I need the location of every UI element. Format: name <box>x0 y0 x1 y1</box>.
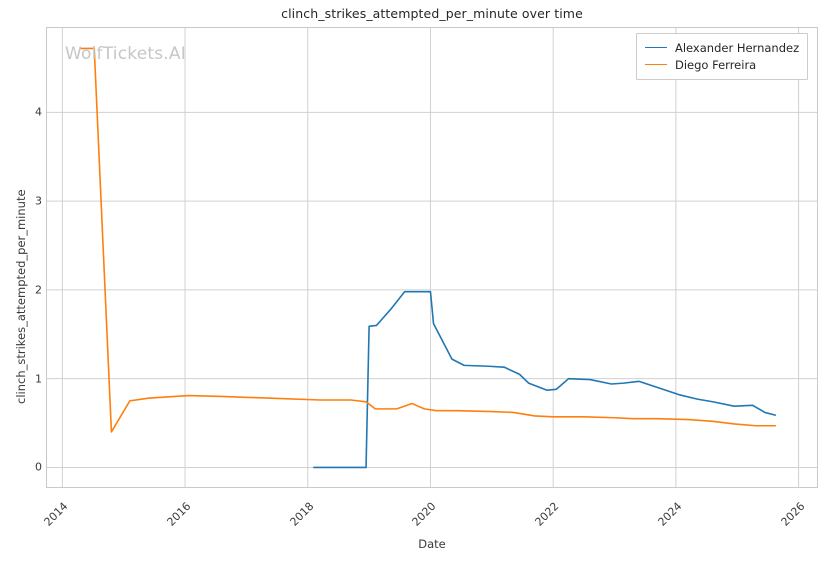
legend-swatch-alexander-hernandez <box>645 47 667 48</box>
legend-item[interactable]: Diego Ferreira <box>645 56 799 73</box>
x-tick-label: 2018 <box>287 499 317 529</box>
x-tick-label: 2016 <box>164 499 194 529</box>
x-tick-label: 2014 <box>41 499 71 529</box>
y-tick-label: 4 <box>35 105 42 119</box>
series-line-alexander-hernandez <box>313 290 777 469</box>
y-tick-label: 1 <box>35 372 42 386</box>
plot-area: WolfTickets.AI <box>46 27 818 488</box>
chart-legend: Alexander Hernandez Diego Ferreira <box>636 33 809 80</box>
x-axis-ticks: 2014 2016 2018 2020 2022 2024 2026 <box>0 493 832 539</box>
legend-swatch-diego-ferreira <box>645 64 667 65</box>
y-tick-label: 3 <box>35 194 42 208</box>
x-tick-label: 2024 <box>655 499 685 529</box>
legend-label-diego-ferreira: Diego Ferreira <box>675 57 757 72</box>
y-axis-ticks: 0 1 2 3 4 <box>0 0 42 561</box>
legend-label-alexander-hernandez: Alexander Hernandez <box>675 40 800 55</box>
x-tick-label: 2020 <box>409 499 439 529</box>
legend-item[interactable]: Alexander Hernandez <box>645 39 799 56</box>
chart-title: clinch_strikes_attempted_per_minute over… <box>281 6 583 21</box>
x-tick-label: 2026 <box>778 499 808 529</box>
plot-lines <box>47 28 817 487</box>
x-axis-label: Date <box>418 537 446 551</box>
y-tick-label: 2 <box>35 283 42 297</box>
series-line-diego-ferreira <box>79 47 777 433</box>
x-tick-label: 2022 <box>532 499 562 529</box>
y-tick-label: 0 <box>35 460 42 474</box>
